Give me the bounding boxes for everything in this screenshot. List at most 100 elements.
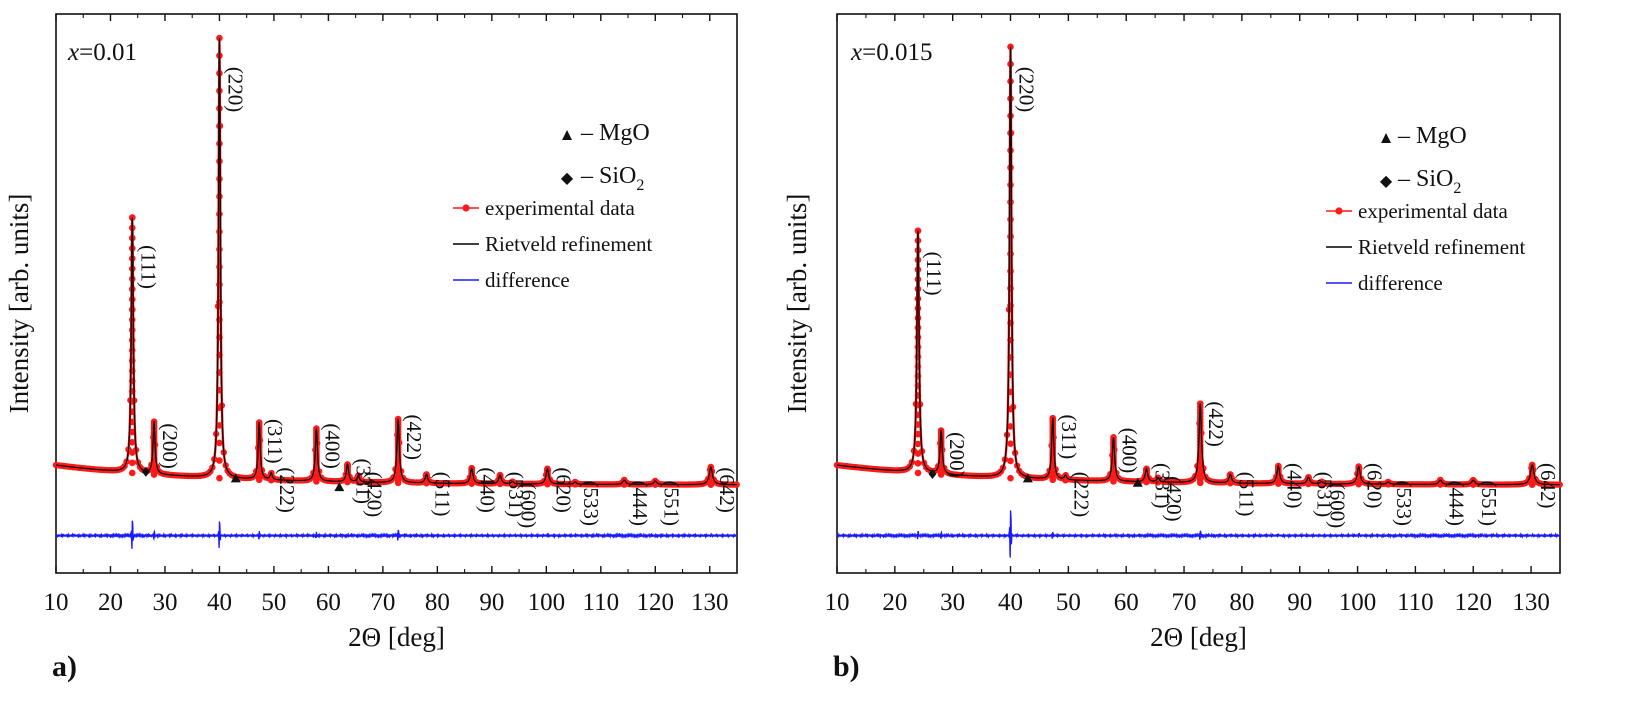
legend-marker-experimental <box>462 204 470 212</box>
x-tick-label: 90 <box>1287 589 1312 616</box>
x-tick-label: 20 <box>882 589 907 616</box>
composition-variable: x <box>850 39 862 66</box>
x-tick-label: 80 <box>1229 589 1254 616</box>
composition-value: =0.015 <box>862 39 932 66</box>
sio2-legend-symbol: ◆ <box>1380 173 1393 190</box>
experimental-data-point <box>216 140 223 147</box>
experimental-data-point <box>914 430 922 438</box>
peak-hkl-label: (600) <box>517 483 541 528</box>
difference-line <box>836 510 1561 558</box>
experimental-data-point <box>128 469 136 477</box>
experimental-data-point <box>1007 250 1014 258</box>
mgo-legend-symbol: ▲ <box>559 125 576 144</box>
experimental-data-point <box>914 372 922 380</box>
experimental-data-point <box>128 367 136 375</box>
experimental-data-point <box>914 353 922 361</box>
experimental-data-point <box>216 157 223 165</box>
sio2-legend-subscript: 2 <box>636 177 644 194</box>
x-tick-label: 10 <box>44 589 69 616</box>
x-tick-label: 120 <box>637 589 675 616</box>
peak-hkl-label: (311) <box>1057 415 1081 460</box>
experimental-data-point <box>914 295 922 302</box>
y-axis-label: Intensity [arb. units] <box>782 194 812 414</box>
legend-series-label: Rietveld refinement <box>485 232 653 256</box>
sio2-legend-label: – SiO2 <box>580 163 644 194</box>
x-tick-label: 10 <box>825 589 850 616</box>
experimental-data-point <box>1007 198 1014 206</box>
peak-hkl-label: (400) <box>320 423 344 469</box>
experimental-data-point <box>1007 388 1014 396</box>
experimental-data-point <box>1007 405 1014 413</box>
experimental-data-point <box>216 263 223 271</box>
experimental-data-point <box>1007 319 1014 327</box>
panel-label: b) <box>833 650 860 683</box>
peak-hkl-label: (600) <box>1326 483 1350 528</box>
x-tick-label: 30 <box>152 589 177 616</box>
peak-hkl-label: (642) <box>715 467 739 512</box>
experimental-data-point <box>128 275 136 283</box>
experimental-data-point <box>128 439 136 446</box>
composition-variable: x <box>67 39 79 66</box>
experimental-data-point <box>1007 164 1014 171</box>
sio2-legend-symbol: ◆ <box>561 170 574 187</box>
mgo-legend-label: – MgO <box>1397 123 1467 149</box>
x-tick-label: 50 <box>1056 589 1081 616</box>
plot-frame <box>836 13 1561 574</box>
x-tick-label: 130 <box>1512 589 1550 616</box>
plot-frame <box>55 13 738 574</box>
sio2-legend-label: – SiO2 <box>1397 166 1461 197</box>
y-axis-label: Intensity [arb. units] <box>4 194 34 414</box>
experimental-data-point <box>914 469 922 477</box>
experimental-data-point <box>1007 216 1014 223</box>
peak-hkl-label: (111) <box>136 245 160 289</box>
x-axis-label: 2Θ [deg] <box>1150 622 1247 652</box>
experimental-data-point <box>216 404 223 412</box>
legend-series-label: Rietveld refinement <box>1358 235 1526 259</box>
experimental-data-point <box>128 306 136 313</box>
experimental-data-point <box>914 440 922 448</box>
peak-hkl-label: (222) <box>275 467 299 512</box>
peak-hkl-label: (422) <box>1204 401 1228 447</box>
peak-hkl-label: (531) <box>1312 472 1336 518</box>
composition-label: x=0.01 <box>67 39 137 66</box>
experimental-data-point <box>1007 285 1014 292</box>
experimental-data-point <box>914 275 922 283</box>
peak-hkl-label: (222) <box>1069 472 1093 518</box>
x-tick-label: 130 <box>691 589 729 616</box>
peak-hkl-label: (220) <box>223 67 247 113</box>
experimental-data-point <box>128 316 136 324</box>
experimental-data-point <box>914 334 922 341</box>
experimental-data-point <box>914 314 922 322</box>
experimental-data-point <box>128 459 136 467</box>
peak-hkl-label: (200) <box>945 432 969 478</box>
peak-hkl-label: (111) <box>922 252 946 296</box>
mgo-marker <box>1132 477 1143 487</box>
peak-hkl-label: (620) <box>551 467 575 512</box>
peak-hkl-label: (331) <box>351 459 375 505</box>
legend-series-label: difference <box>1358 271 1443 295</box>
experimental-data-point <box>216 457 223 464</box>
legend-series-label: experimental data <box>1358 199 1509 223</box>
peak-hkl-label: (444) <box>1444 481 1468 526</box>
experimental-data-point <box>1007 267 1014 275</box>
x-tick-label: 80 <box>425 589 450 616</box>
experimental-data-point <box>1007 423 1014 430</box>
peak-hkl-label: (200) <box>158 423 182 469</box>
peak-hkl-label: (551) <box>1477 481 1501 526</box>
experimental-data-point <box>128 449 136 456</box>
peak-hkl-label: (620) <box>1363 463 1387 509</box>
rietveld-refinement-line <box>836 46 1560 486</box>
mgo-legend-symbol: ▲ <box>1378 128 1395 147</box>
peak-hkl-label: (533) <box>1392 481 1416 526</box>
x-tick-label: 60 <box>316 589 341 616</box>
sio2-marker <box>928 468 937 479</box>
experimental-data-point <box>1007 181 1014 189</box>
experimental-data-point <box>216 298 223 306</box>
experimental-data-point <box>1007 302 1014 309</box>
peak-hkl-label: (331) <box>1150 463 1174 509</box>
experimental-data-point <box>216 281 223 288</box>
chart-panel-b: 10 20 30 40 50 60 70 80 90 100 110 120 130 2Θ [deg] In… <box>782 13 1563 683</box>
x-tick-label: 70 <box>1172 589 1197 616</box>
